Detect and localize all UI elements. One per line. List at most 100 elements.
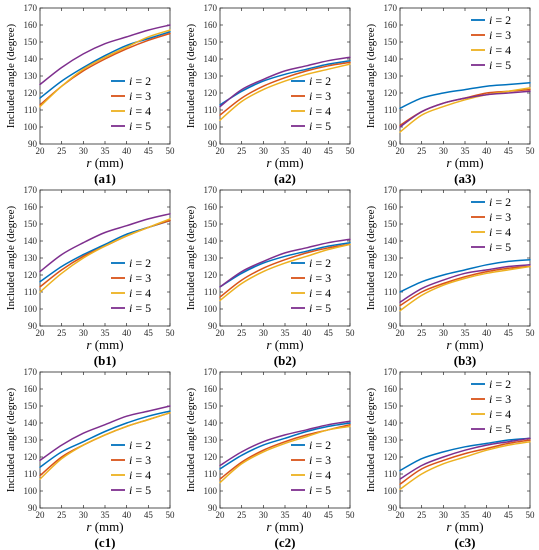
legend-entry: i = 2 [309, 74, 331, 88]
x-tick-label: 25 [237, 328, 247, 338]
panel-b2: 20 25 30 35 40 45 50 90 100 110 120 130 140 150 160 170… [185, 185, 355, 368]
x-tick-label: 40 [302, 510, 312, 520]
x-tick-label: 30 [439, 328, 449, 338]
x-axis-label: r (mm) [266, 519, 303, 534]
legend-entry-value: = 2 [492, 13, 511, 27]
x-axis-label-variable: r [446, 519, 452, 534]
x-tick-label: 20 [396, 146, 406, 156]
x-tick-label: 20 [36, 510, 46, 520]
legend-entry-variable: i [129, 483, 132, 497]
series-line-1 [219, 61, 351, 116]
x-axis-label-variable: r [446, 155, 452, 170]
y-tick-label: 150 [384, 219, 398, 229]
legend-entry-value: = 4 [492, 43, 511, 57]
series-line-2 [219, 243, 351, 302]
y-axis-label: Included angle (degree) [365, 23, 377, 128]
panel-label-open-paren: ( [454, 171, 458, 186]
x-tick-label: 30 [79, 328, 89, 338]
series-line-2 [39, 412, 171, 480]
series-line-0 [399, 82, 531, 110]
y-tick-label: 120 [24, 452, 38, 462]
y-tick-label: 140 [24, 236, 38, 246]
legend-entry-value: = 3 [312, 89, 331, 103]
x-tick-label: 40 [482, 146, 492, 156]
panel-label-open-paren: ( [95, 535, 99, 550]
y-tick-label: 130 [204, 71, 218, 81]
legend-entry-variable: i [489, 392, 492, 406]
legend-entry-value: = 4 [312, 286, 331, 300]
y-tick-label: 90 [388, 503, 398, 513]
legend-entry-value: = 2 [312, 256, 331, 270]
x-tick-label: 35 [281, 146, 291, 156]
panel-label-open-paren: ( [455, 535, 459, 550]
y-tick-label: 120 [24, 270, 38, 280]
y-tick-label: 90 [388, 139, 398, 149]
x-tick-label: 50 [166, 510, 176, 520]
y-tick-label: 120 [204, 452, 218, 462]
axes-box [219, 189, 351, 327]
legend-entry-variable: i [309, 74, 312, 88]
legend-entry: i = 3 [309, 89, 331, 103]
legend-entry-value: = 3 [132, 271, 151, 285]
y-axis-label: Included angle (degree) [365, 387, 377, 492]
x-tick-label: 40 [122, 510, 132, 520]
y-tick-label: 110 [24, 469, 38, 479]
legend-entry-value: = 5 [132, 119, 151, 133]
panel-label-open-paren: ( [94, 171, 98, 186]
y-tick-label: 120 [204, 88, 218, 98]
x-tick-label: 40 [122, 328, 132, 338]
legend-entry: i = 5 [309, 301, 331, 315]
y-tick-label: 160 [384, 384, 398, 394]
y-tick-label: 100 [204, 304, 218, 314]
x-tick-label: 30 [259, 510, 269, 520]
series-line-1 [399, 265, 531, 307]
panel-c3: 20 25 30 35 40 45 50 90 100 110 120 130 140 150 160 170… [365, 367, 535, 550]
legend-entry-variable: i [309, 301, 312, 315]
x-axis-label: r (mm) [446, 519, 483, 534]
series-line-3 [399, 90, 531, 128]
panel-label: (c2) [275, 535, 296, 550]
legend-entry: i = 3 [489, 28, 511, 42]
x-axis-label-unit: (mm) [271, 155, 303, 170]
x-tick-label: 45 [504, 328, 514, 338]
x-tick-label: 35 [101, 146, 111, 156]
x-tick-label: 50 [526, 510, 536, 520]
legend-entry-variable: i [129, 468, 132, 482]
panel-label-close-paren: ) [112, 171, 116, 186]
legend-entry-variable: i [129, 256, 132, 270]
legend-entry: i = 4 [489, 43, 511, 57]
axes-box [219, 7, 351, 145]
legend-entry-value: = 2 [132, 438, 151, 452]
panel-label-close-paren: ) [292, 171, 296, 186]
x-axis-label: r (mm) [266, 337, 303, 352]
y-tick-label: 120 [204, 270, 218, 280]
x-tick-label: 35 [461, 510, 471, 520]
x-tick-label: 50 [346, 328, 356, 338]
series-line-2 [399, 440, 531, 491]
panel-label: (a3) [454, 171, 476, 186]
x-tick-label: 25 [57, 146, 67, 156]
panel-label-close-paren: ) [471, 535, 475, 550]
axes-box [39, 189, 171, 327]
legend-entry-value: = 3 [132, 89, 151, 103]
legend-entry-value: = 5 [132, 483, 151, 497]
y-tick-label: 90 [28, 321, 38, 331]
panel-label: (b3) [454, 353, 476, 368]
legend-entry: i = 4 [489, 407, 511, 421]
x-tick-label: 50 [166, 146, 176, 156]
panel-label: (b2) [274, 353, 296, 368]
legend-entry: i = 4 [129, 286, 151, 300]
x-tick-label: 20 [396, 510, 406, 520]
series-line-3 [219, 238, 351, 288]
y-tick-label: 100 [384, 122, 398, 132]
y-tick-label: 150 [204, 219, 218, 229]
x-tick-label: 20 [36, 146, 46, 156]
y-tick-label: 120 [384, 88, 398, 98]
x-tick-label: 20 [396, 328, 406, 338]
y-tick-label: 120 [24, 88, 38, 98]
legend-entry-value: = 5 [312, 301, 331, 315]
series-line-0 [39, 410, 171, 468]
legend-entry-value: = 3 [492, 210, 511, 224]
legend-entry-variable: i [489, 58, 492, 72]
